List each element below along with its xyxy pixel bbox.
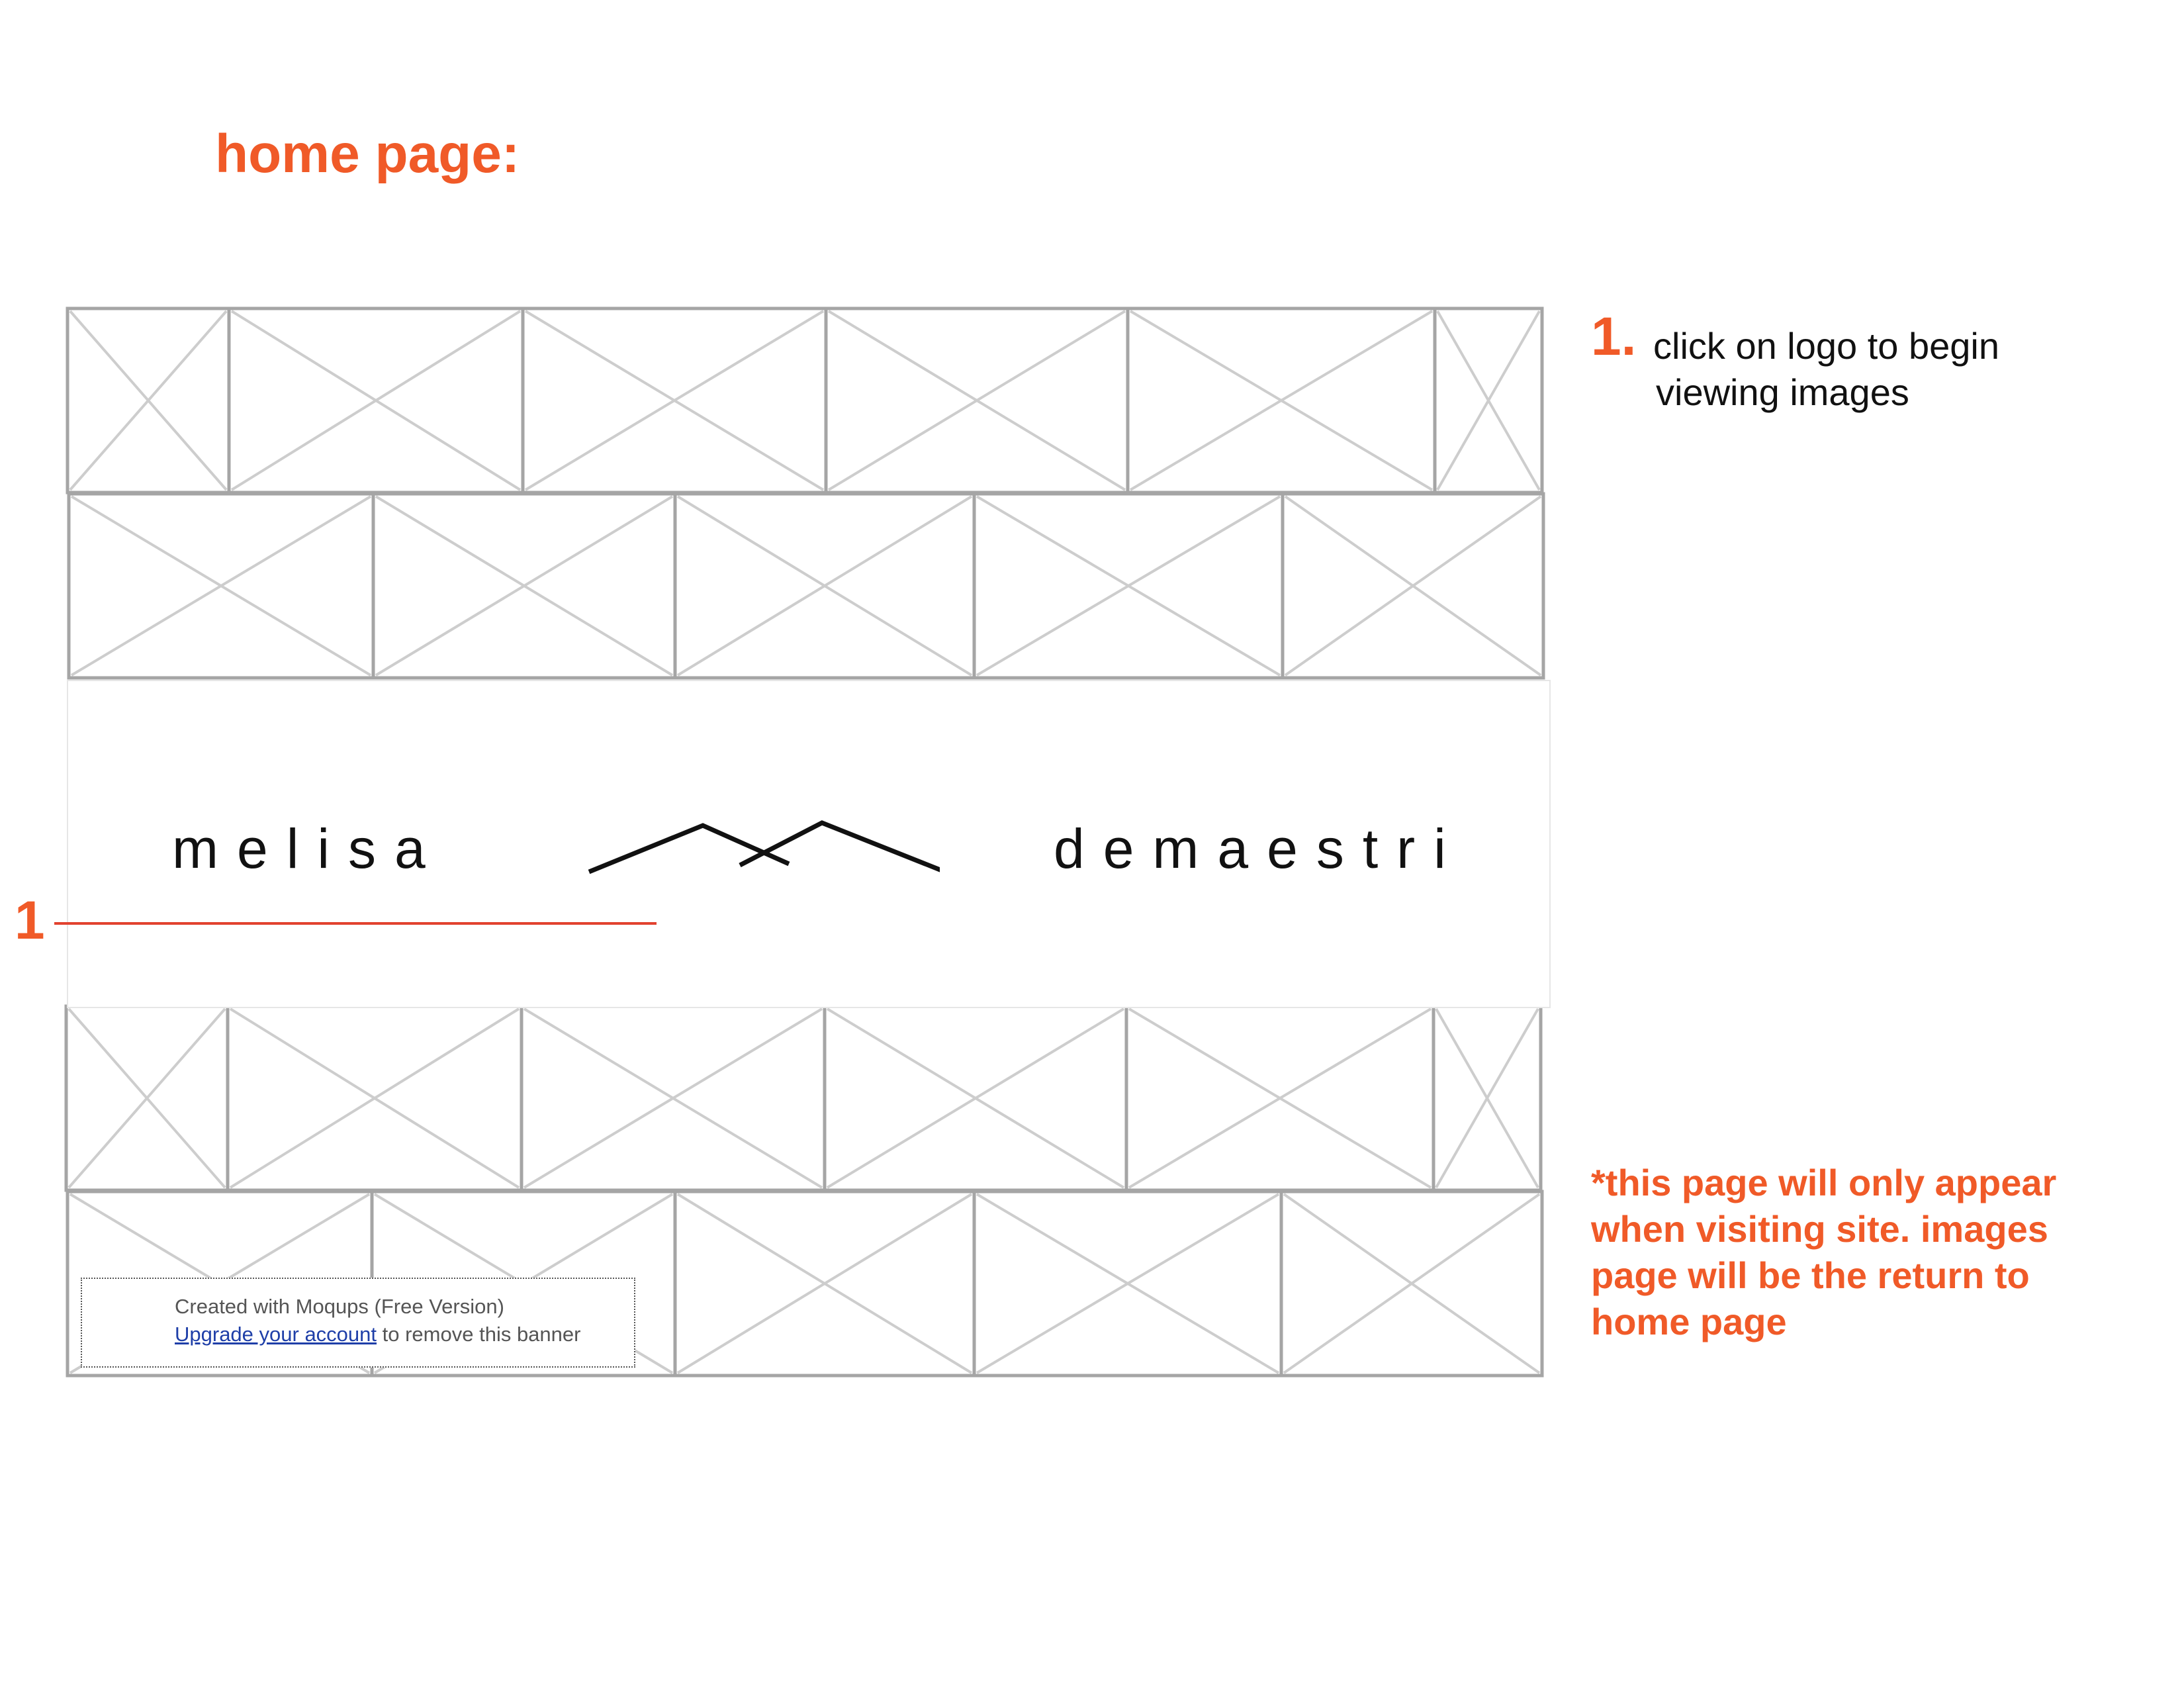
step-number: 1.: [1591, 306, 1637, 367]
image-placeholder: [673, 492, 976, 680]
image-placeholder: [1124, 1004, 1435, 1192]
logo-last-name[interactable]: demaestri: [1054, 818, 1465, 880]
step-text-line1: click on logo to begin: [1653, 325, 2000, 367]
annotation-marker-number: 1: [15, 890, 45, 951]
image-placeholder: [520, 1004, 827, 1192]
banner-upgrade-line: Upgrade your account to remove this bann…: [175, 1323, 580, 1346]
page-title: home page:: [215, 124, 520, 184]
image-placeholder: [673, 1190, 976, 1378]
step-text-line2: viewing images: [1656, 371, 1909, 413]
banner-suffix-text: to remove this banner: [377, 1323, 581, 1346]
image-placeholder: [1433, 306, 1544, 494]
logo-band[interactable]: [67, 680, 1551, 1008]
footer-note: *this page will only appear when visitin…: [1591, 1160, 2120, 1345]
image-placeholder: [972, 1190, 1283, 1378]
image-placeholder: [227, 306, 525, 494]
annotation-marker-line: [54, 922, 657, 925]
banner-text: Created with Moqups (Free Version): [175, 1295, 504, 1318]
image-placeholder: [226, 1004, 523, 1192]
image-placeholder: [521, 306, 828, 494]
image-placeholder: [972, 492, 1285, 680]
image-placeholder: [67, 492, 375, 680]
footer-note-line1: *this page will only appear: [1591, 1162, 2057, 1203]
footer-note-line4: home page: [1591, 1301, 1787, 1342]
footer-note-line3: page will be the return to: [1591, 1254, 2030, 1296]
image-placeholder: [1281, 492, 1545, 680]
footer-note-line2: when visiting site. images: [1591, 1208, 2048, 1250]
image-placeholder: [824, 306, 1130, 494]
upgrade-account-link[interactable]: Upgrade your account: [175, 1323, 377, 1346]
moqups-banner: Created with Moqups (Free Version) Upgra…: [81, 1278, 635, 1368]
image-placeholder: [371, 492, 677, 680]
image-placeholder: [1432, 1004, 1543, 1192]
step-text: click on logo to begin viewing images: [1653, 323, 2116, 416]
logo-first-name[interactable]: melisa: [172, 818, 444, 880]
logo-mark-icon[interactable]: [582, 811, 940, 877]
image-placeholder: [1279, 1190, 1544, 1378]
image-placeholder: [66, 306, 231, 494]
image-placeholder: [64, 1004, 230, 1192]
image-placeholder: [823, 1004, 1128, 1192]
image-placeholder: [1126, 306, 1437, 494]
